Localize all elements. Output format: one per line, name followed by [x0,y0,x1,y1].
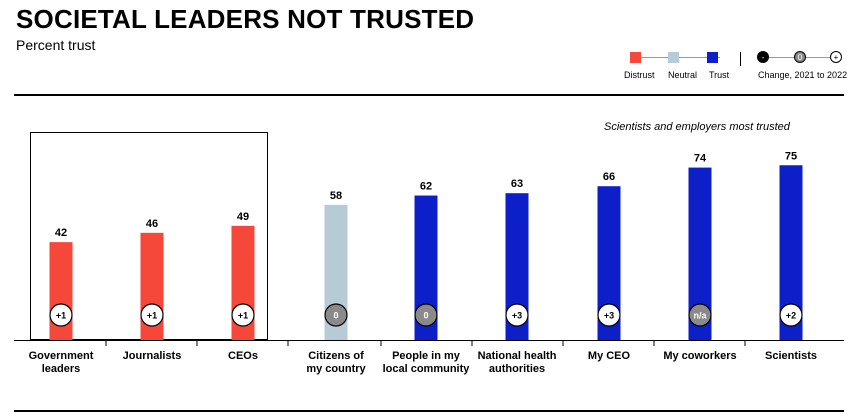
category-tick-label: local community [383,363,471,375]
data-label: 42 [55,227,67,239]
data-label: 74 [694,153,707,165]
change-marker [414,303,438,327]
category-tick-label: authorities [489,363,545,375]
change-marker [140,303,164,327]
category-tick-label: Scientists [765,350,817,362]
change-label: +3 [512,311,522,321]
annotation-text: Scientists and employers most trusted [604,121,790,133]
data-label: 58 [330,190,342,202]
change-label: +1 [56,311,66,321]
category-tick-label: leaders [42,363,81,375]
bar [505,193,529,340]
change-label: 0 [333,311,338,321]
category-tick-label: National health [478,350,557,362]
category-tick-label: Journalists [123,350,182,362]
category-tick-label: my country [306,363,366,375]
data-label: 49 [237,211,249,223]
change-marker [688,303,712,327]
change-label: n/a [693,311,707,321]
category-tick-label: My coworkers [663,350,736,362]
page-subtitle: Percent trust [16,37,96,53]
change-marker [231,303,255,327]
legend-connector-line [640,57,720,58]
change-marker [779,303,803,327]
legend-change-minus: - [757,51,769,63]
legend-swatch-neutral [668,52,679,63]
change-label: +1 [147,311,157,321]
category-tick-label: CEOs [228,350,258,362]
legend-change-zero: 0 [794,51,806,63]
bar [779,165,803,340]
page-title: SOCIETAL LEADERS NOT TRUSTED [16,4,475,34]
category-tick-label: My CEO [588,350,631,362]
change-label: +2 [786,311,796,321]
bar [414,195,438,340]
legend: Distrust Neutral Trust - 0 + Change, 202… [0,50,850,86]
legend-label-trust: Trust [709,70,730,80]
legend-change-plus: + [830,51,842,63]
change-marker [597,303,621,327]
top-rule [14,94,844,96]
change-label: +1 [238,311,248,321]
legend-label-change: Change, 2021 to 2022 [758,70,848,80]
legend-swatch-trust [707,52,718,63]
legend-swatch-distrust [630,52,641,63]
category-tick-label: People in my [392,350,461,362]
legend-label-neutral: Neutral [668,70,698,80]
change-label: 0 [423,311,428,321]
bar [597,186,621,340]
change-marker [505,303,529,327]
legend-label-distrust: Distrust [624,70,655,80]
category-tick-label: Citizens of [308,350,364,362]
data-label: 46 [146,218,158,230]
data-label: 75 [785,150,797,162]
data-label: 63 [511,178,523,190]
category-tick-label: Government [29,350,94,362]
bottom-rule [14,410,844,412]
data-label: 62 [420,181,432,193]
data-label: 66 [603,171,615,183]
change-marker [324,303,348,327]
change-marker [49,303,73,327]
legend-separator [740,52,741,66]
change-label: +3 [604,311,614,321]
bar [688,167,712,340]
